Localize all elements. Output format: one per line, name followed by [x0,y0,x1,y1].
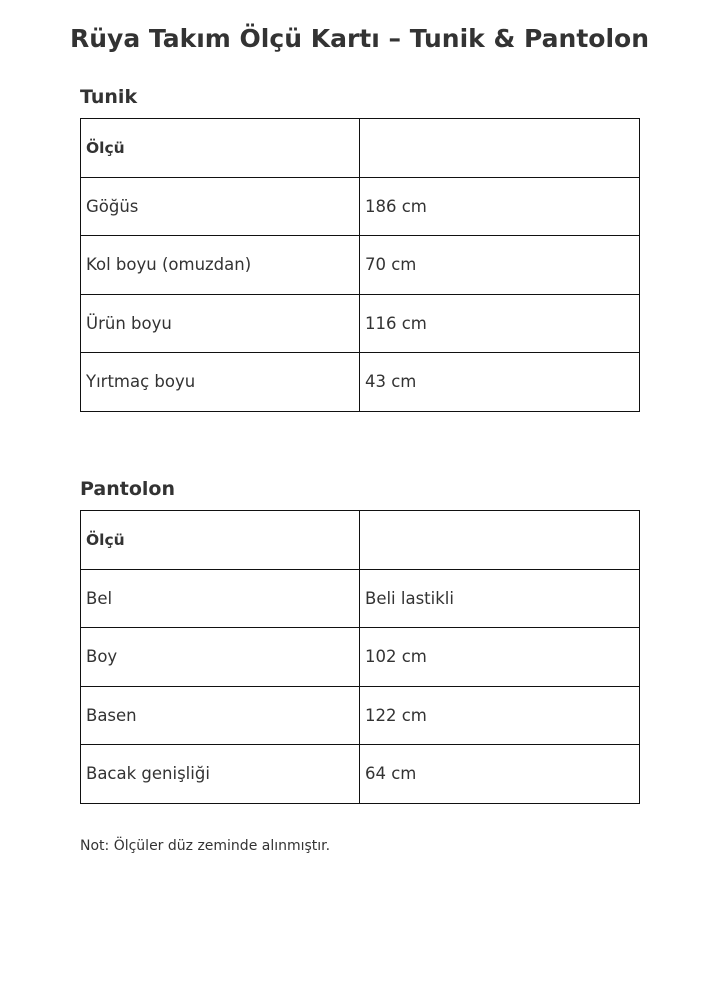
table-row: Boy 102 cm [80,627,640,687]
table-row: Kol boyu (omuzdan) 70 cm [80,235,640,295]
table-header-row: Ölçü [80,118,640,178]
table-row: Bel Beli lastikli [80,568,640,628]
measure-name: Bel [80,568,360,628]
table-header-row: Ölçü [80,510,640,570]
header-cell: Ölçü [80,118,360,178]
measure-name: Kol boyu (omuzdan) [80,235,360,295]
measure-name: Yırtmaç boyu [80,352,360,412]
section-heading-pantolon: Pantolon [80,478,175,500]
table-row: Ürün boyu 116 cm [80,293,640,353]
header-cell [359,118,640,178]
measure-value: 116 cm [359,293,640,353]
measure-name: Basen [80,685,360,745]
measure-value: 70 cm [359,235,640,295]
table-row: Bacak genişliği 64 cm [80,744,640,804]
measurement-note: Not: Ölçüler düz zeminde alınmıştır. [80,838,331,854]
table-row: Yırtmaç boyu 43 cm [80,352,640,412]
measure-value: 186 cm [359,176,640,236]
measure-value: Beli lastikli [359,568,640,628]
header-cell [359,510,640,570]
measure-name: Boy [80,627,360,687]
measure-name: Ürün boyu [80,293,360,353]
table-row: Basen 122 cm [80,685,640,745]
measure-value: 122 cm [359,685,640,745]
section-heading-tunik: Tunik [80,86,138,108]
table-row: Göğüs 186 cm [80,176,640,236]
measure-value: 64 cm [359,744,640,804]
measure-name: Bacak genişliği [80,744,360,804]
header-cell: Ölçü [80,510,360,570]
tunik-size-table: Ölçü Göğüs 186 cm Kol boyu (omuzdan) 70 cm… [80,118,640,412]
measure-value: 102 cm [359,627,640,687]
page-title: Rüya Takım Ölçü Kartı – Tunik & Pantolon [69,24,649,53]
measure-name: Göğüs [80,176,360,236]
measure-value: 43 cm [359,352,640,412]
pantolon-size-table: Ölçü Bel Beli lastikli Boy 102 cm Basen 122… [80,510,640,804]
